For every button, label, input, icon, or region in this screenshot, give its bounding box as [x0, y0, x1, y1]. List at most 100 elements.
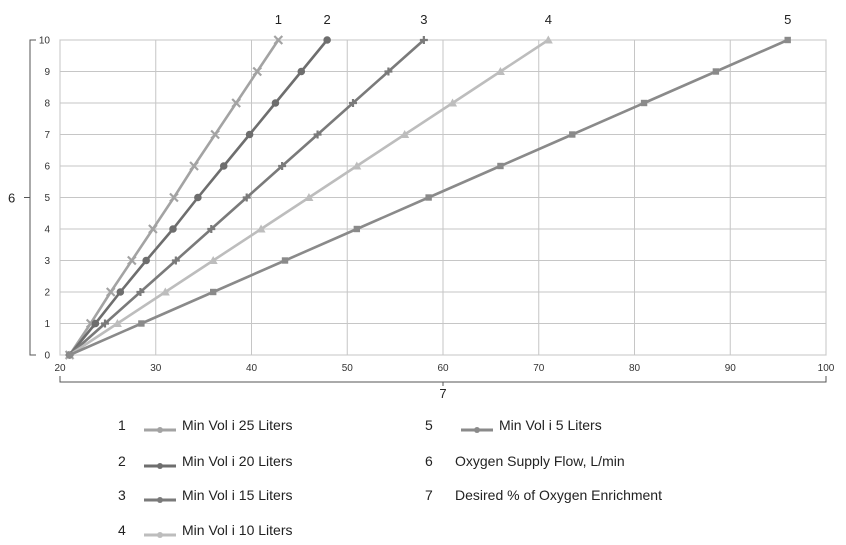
legend-label: Min Vol i 25 Liters — [182, 417, 293, 433]
x-tick-label: 90 — [725, 363, 737, 374]
x-tick-label: 80 — [629, 363, 641, 374]
x-axis-callout: 7 — [439, 386, 446, 400]
x-tick-label: 70 — [533, 363, 545, 374]
legend-label: Min Vol i 5 Liters — [499, 417, 602, 433]
data-point — [189, 161, 199, 171]
labels: 6 7 1 2 3 4 5 — [8, 12, 791, 400]
data-point — [384, 67, 393, 76]
data-point — [245, 130, 254, 139]
data-point — [323, 36, 331, 44]
data-point — [208, 256, 218, 264]
legend-label: Oxygen Supply Flow, L/min — [455, 453, 625, 469]
legend-label: Min Vol i 10 Liters — [182, 522, 293, 538]
series-4 — [65, 35, 553, 359]
data-point — [297, 67, 306, 76]
data-point — [304, 193, 314, 201]
data-point — [210, 129, 220, 140]
data-point — [138, 320, 145, 327]
legend-number: 5 — [425, 417, 433, 433]
data-point — [348, 99, 357, 107]
chart: 0 1 2 3 4 5 6 7 8 9 10 20 30 40 50 60 70 80 90 100 6 7 1 2 3 4 5 — [8, 12, 835, 400]
x-tick-label: 30 — [150, 363, 162, 374]
data-point — [116, 288, 125, 296]
data-point — [171, 256, 180, 265]
y-tick-label: 3 — [44, 256, 50, 267]
legend-number: 2 — [118, 453, 126, 469]
y-tick-label: 1 — [44, 319, 50, 330]
data-point — [497, 162, 504, 170]
data-point — [448, 98, 458, 107]
data-point — [271, 99, 280, 107]
y-tick-label: 6 — [44, 162, 50, 173]
legend-swatch — [144, 420, 176, 433]
data-point — [784, 36, 791, 44]
legend-number: 3 — [118, 487, 126, 503]
x-tick-label: 100 — [818, 363, 835, 374]
y-axis-callout: 6 — [8, 191, 15, 206]
series-callout-3: 3 — [420, 12, 427, 27]
data-point — [207, 225, 216, 233]
legend-swatch — [461, 420, 493, 433]
data-point — [353, 225, 361, 233]
data-point — [101, 319, 110, 328]
data-point — [219, 162, 228, 170]
y-tick-label: 10 — [39, 36, 51, 47]
data-point — [136, 288, 145, 296]
series-3 — [65, 36, 428, 359]
data-point — [127, 255, 137, 266]
legend-swatch — [144, 456, 176, 469]
data-point — [160, 287, 170, 296]
legend-swatch — [144, 525, 176, 538]
y-tick-label: 4 — [44, 225, 50, 236]
data-point — [252, 66, 263, 77]
series-callout-4: 4 — [545, 12, 552, 27]
data-point — [352, 161, 362, 170]
axes: 0 1 2 3 4 5 6 7 8 9 10 20 30 40 50 60 70 80 90 100 — [24, 36, 835, 386]
data-point — [640, 99, 648, 107]
data-point — [91, 319, 100, 328]
legend-label: Min Vol i 15 Liters — [182, 487, 293, 503]
legend-number: 6 — [425, 453, 433, 469]
data-point — [194, 193, 202, 202]
data-point — [210, 288, 217, 296]
data-point — [169, 192, 179, 203]
x-tick-label: 40 — [246, 363, 258, 374]
series-5 — [66, 36, 791, 359]
legend-number: 7 — [425, 487, 433, 503]
y-tick-label: 9 — [44, 67, 50, 78]
data-point — [569, 131, 576, 138]
data-point — [495, 67, 505, 75]
legend-label: Min Vol i 20 Liters — [182, 453, 293, 469]
legend-number: 1 — [118, 417, 126, 433]
data-point — [105, 287, 116, 297]
data-point — [148, 224, 158, 234]
data-point — [400, 130, 410, 138]
series-layer — [64, 35, 791, 360]
x-tick-label: 50 — [342, 363, 354, 374]
data-point — [313, 130, 322, 139]
data-point — [278, 162, 287, 170]
data-point — [112, 319, 122, 327]
legend-label: Desired % of Oxygen Enrichment — [455, 487, 662, 503]
data-point — [256, 224, 266, 233]
data-point — [169, 225, 177, 233]
data-point — [273, 35, 284, 45]
y-tick-label: 0 — [44, 351, 50, 362]
data-point — [66, 351, 73, 359]
series-callout-2: 2 — [324, 12, 331, 27]
data-point — [419, 36, 428, 44]
y-tick-label: 7 — [44, 130, 50, 141]
data-point — [543, 35, 553, 44]
series-callout-1: 1 — [275, 12, 282, 27]
data-point — [281, 257, 289, 264]
series-callout-5: 5 — [784, 12, 791, 27]
data-point — [142, 256, 150, 265]
x-tick-label: 60 — [437, 363, 449, 374]
y-tick-label: 2 — [44, 288, 50, 299]
legend-swatch — [144, 490, 176, 503]
data-point — [712, 68, 720, 75]
x-tick-label: 20 — [54, 363, 66, 374]
y-tick-label: 8 — [44, 99, 50, 110]
data-point — [425, 194, 432, 201]
